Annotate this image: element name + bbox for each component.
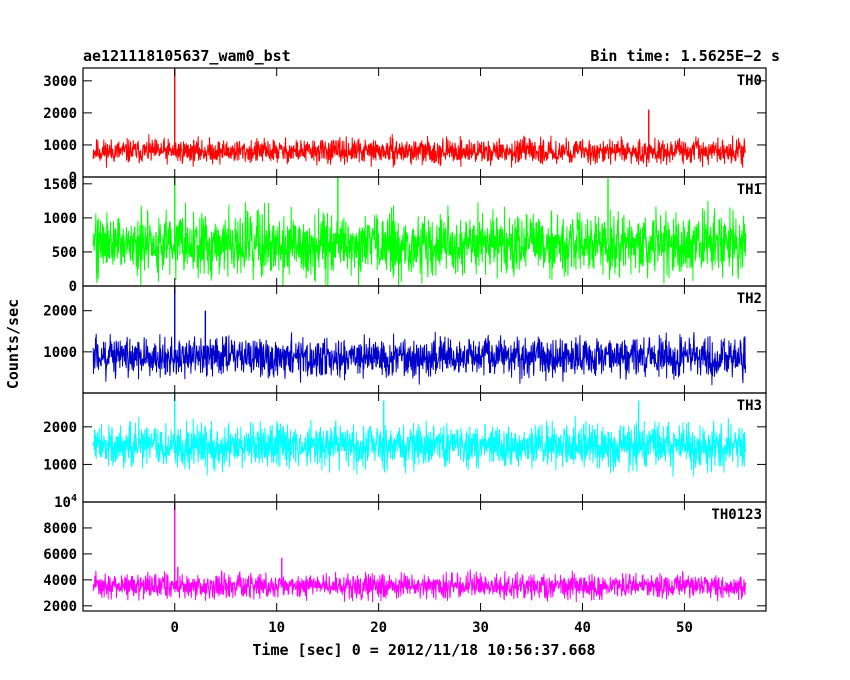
y-tick-label: 4000 [43,573,77,589]
y-tick-label: 1000 [43,138,77,154]
series-th0123-line [92,569,747,603]
y-tick-label: 1500 [43,177,77,193]
y-tick-label: 2000 [43,599,77,615]
panel-label-th0123: TH0123 [711,507,762,523]
panel-th2: 1000 2000 TH2 [43,285,767,394]
y-tick-label: 500 [52,245,77,261]
y-tick-label: 2000 [43,106,77,122]
x-tick-label: 10 [268,620,285,636]
y-tick-label: 1000 [43,457,77,473]
panel-label-th0: TH0 [737,73,762,89]
series-th2-line [92,331,747,386]
panel-label-th1: TH1 [737,182,762,198]
panel-frame [82,501,767,612]
y-tick-label: 0 [69,170,77,186]
x-axis-title: Time [sec] 0 = 2012/11/18 10:56:37.668 [252,641,595,659]
panel-frame [82,285,767,394]
y-axis-title: Counts/sec [4,299,22,389]
bin-time-label: Bin time: 1.5625E−2 s [590,47,780,65]
y-tick-label: 1000 [43,345,77,361]
y-tick-label: 0 [69,279,77,295]
panel-th0123: 2000 4000 6000 8000 104 TH0123 [43,493,767,615]
y-tick-label: 3000 [43,74,77,90]
series-th1-line [92,200,747,287]
x-tick-label: 30 [472,620,489,636]
x-tick-label: 40 [574,620,591,636]
y-tick-label: 6000 [43,547,77,563]
x-tick-label: 0 [171,620,179,636]
y-tick-label: 2000 [43,304,77,320]
x-tick-label: 20 [370,620,387,636]
panel-label-th3: TH3 [737,398,762,414]
y-tick-label: 104 [54,493,77,511]
panel-th0: 0 1000 2000 3000 TH0 [43,67,767,186]
panel-label-th2: TH2 [737,291,762,307]
x-tick-label: 50 [676,620,693,636]
series-th3-line [92,415,747,477]
panel-th3: 1000 2000 TH3 [43,392,767,503]
series-th0-line [92,133,747,168]
panel-th1: 0 500 1000 1500 TH1 [43,176,767,295]
y-tick-label: 8000 [43,521,77,537]
y-tick-label: 2000 [43,420,77,436]
y-tick-label: 1000 [43,211,77,227]
object-name-title: ae121118105637_wam0_bst [83,47,291,65]
